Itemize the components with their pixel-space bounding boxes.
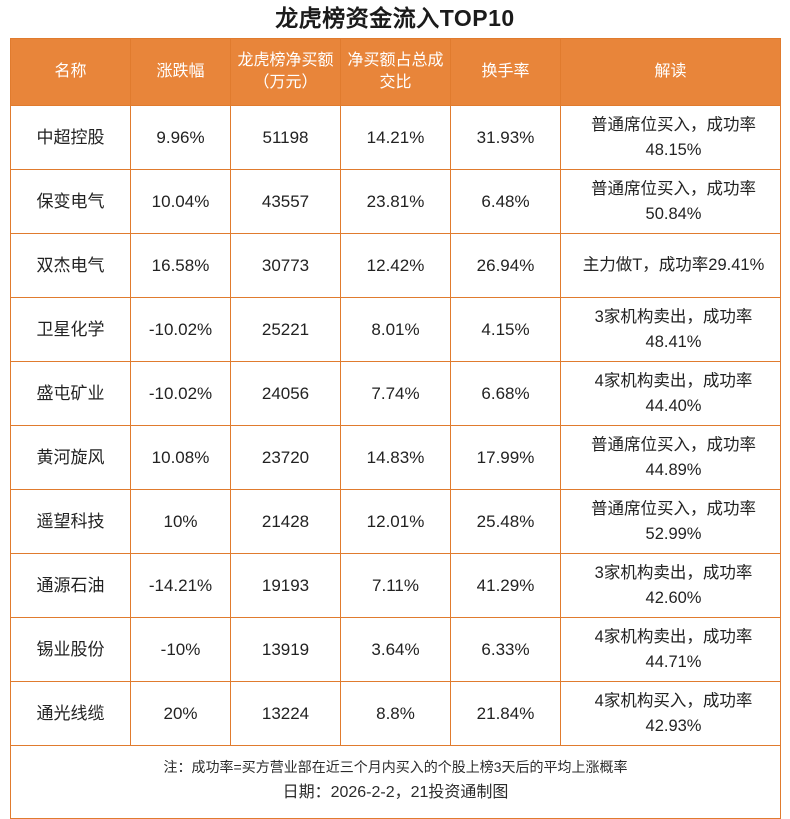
table-row: 遥望科技 10% 21428 12.01% 25.48% 普通席位买入，成功率5… <box>10 489 781 554</box>
cell-net-buy-ratio: 7.74% <box>340 361 451 426</box>
cell-net-buy: 24056 <box>230 361 341 426</box>
cell-change: 9.96% <box>130 105 231 170</box>
cell-name: 黄河旋风 <box>10 425 131 490</box>
page-title: 龙虎榜资金流入TOP10 <box>275 5 515 31</box>
table-body: 中超控股 9.96% 51198 14.21% 31.93% 普通席位买入，成功… <box>10 105 781 746</box>
cell-name: 通源石油 <box>10 553 131 618</box>
cell-note: 主力做T，成功率29.41% <box>560 233 781 298</box>
cell-net-buy: 23720 <box>230 425 341 490</box>
table-row: 中超控股 9.96% 51198 14.21% 31.93% 普通席位买入，成功… <box>10 105 781 170</box>
cell-change: -14.21% <box>130 553 231 618</box>
cell-turnover: 4.15% <box>450 297 561 362</box>
table-row: 双杰电气 16.58% 30773 12.42% 26.94% 主力做T，成功率… <box>10 233 781 298</box>
cell-change: 16.58% <box>130 233 231 298</box>
cell-turnover: 6.48% <box>450 169 561 234</box>
cell-note: 3家机构卖出，成功率48.41% <box>560 297 781 362</box>
cell-net-buy-ratio: 23.81% <box>340 169 451 234</box>
cell-name: 双杰电气 <box>10 233 131 298</box>
cell-name: 通光线缆 <box>10 681 131 746</box>
footer-date: 日期：2026-2-2，21投资通制图 <box>282 784 509 801</box>
cell-net-buy: 30773 <box>230 233 341 298</box>
table-footer: 注：成功率=买方营业部在近三个月内买入的个股上榜3天后的平均上涨概率 日期：20… <box>10 745 781 819</box>
footer-cell: 注：成功率=买方营业部在近三个月内买入的个股上榜3天后的平均上涨概率 日期：20… <box>10 745 781 819</box>
table-header-row: 名称 涨跌幅 龙虎榜净买额（万元） 净买额占总成交比 换手率 解读 <box>10 38 781 106</box>
cell-turnover: 41.29% <box>450 553 561 618</box>
cell-net-buy-ratio: 14.83% <box>340 425 451 490</box>
cell-turnover: 21.84% <box>450 681 561 746</box>
column-header-note: 解读 <box>560 38 781 106</box>
cell-name: 卫星化学 <box>10 297 131 362</box>
cell-turnover: 31.93% <box>450 105 561 170</box>
cell-name: 盛屯矿业 <box>10 361 131 426</box>
cell-change: -10% <box>130 617 231 682</box>
cell-net-buy-ratio: 7.11% <box>340 553 451 618</box>
footer-row: 注：成功率=买方营业部在近三个月内买入的个股上榜3天后的平均上涨概率 日期：20… <box>10 745 781 819</box>
column-header-change: 涨跌幅 <box>130 38 231 106</box>
table-row: 锡业股份 -10% 13919 3.64% 6.33% 4家机构卖出，成功率44… <box>10 617 781 682</box>
cell-net-buy-ratio: 8.8% <box>340 681 451 746</box>
cell-turnover: 6.68% <box>450 361 561 426</box>
cell-change: -10.02% <box>130 361 231 426</box>
cell-name: 遥望科技 <box>10 489 131 554</box>
cell-change: -10.02% <box>130 297 231 362</box>
table-row: 保变电气 10.04% 43557 23.81% 6.48% 普通席位买入，成功… <box>10 169 781 234</box>
cell-net-buy: 13224 <box>230 681 341 746</box>
cell-name: 中超控股 <box>10 105 131 170</box>
cell-net-buy: 19193 <box>230 553 341 618</box>
column-header-net-buy: 龙虎榜净买额（万元） <box>230 38 341 106</box>
cell-net-buy-ratio: 8.01% <box>340 297 451 362</box>
cell-note: 普通席位买入，成功率50.84% <box>560 169 781 234</box>
cell-net-buy: 43557 <box>230 169 341 234</box>
footer-note: 注：成功率=买方营业部在近三个月内买入的个股上榜3天后的平均上涨概率 <box>163 759 628 775</box>
cell-turnover: 6.33% <box>450 617 561 682</box>
table-row: 黄河旋风 10.08% 23720 14.83% 17.99% 普通席位买入，成… <box>10 425 781 490</box>
cell-turnover: 25.48% <box>450 489 561 554</box>
table-row: 通源石油 -14.21% 19193 7.11% 41.29% 3家机构卖出，成… <box>10 553 781 618</box>
cell-note: 普通席位买入，成功率52.99% <box>560 489 781 554</box>
cell-note: 4家机构卖出，成功率44.71% <box>560 617 781 682</box>
cell-change: 10.08% <box>130 425 231 490</box>
cell-net-buy-ratio: 3.64% <box>340 617 451 682</box>
cell-note: 普通席位买入，成功率48.15% <box>560 105 781 170</box>
cell-net-buy: 25221 <box>230 297 341 362</box>
cell-net-buy-ratio: 12.01% <box>340 489 451 554</box>
cell-note: 4家机构卖出，成功率44.40% <box>560 361 781 426</box>
cell-change: 10.04% <box>130 169 231 234</box>
column-header-net-buy-ratio: 净买额占总成交比 <box>340 38 451 106</box>
table-header: 名称 涨跌幅 龙虎榜净买额（万元） 净买额占总成交比 换手率 解读 <box>10 38 781 106</box>
cell-name: 保变电气 <box>10 169 131 234</box>
cell-note: 普通席位买入，成功率44.89% <box>560 425 781 490</box>
cell-net-buy: 13919 <box>230 617 341 682</box>
table-row: 卫星化学 -10.02% 25221 8.01% 4.15% 3家机构卖出，成功… <box>10 297 781 362</box>
cell-turnover: 26.94% <box>450 233 561 298</box>
cell-turnover: 17.99% <box>450 425 561 490</box>
cell-name: 锡业股份 <box>10 617 131 682</box>
cell-net-buy-ratio: 12.42% <box>340 233 451 298</box>
table-row: 盛屯矿业 -10.02% 24056 7.74% 6.68% 4家机构卖出，成功… <box>10 361 781 426</box>
page-root: 龙虎榜资金流入TOP10 名称 涨跌幅 龙虎榜净买额（万元） 净买额占总成交比 … <box>10 5 781 819</box>
cell-change: 10% <box>130 489 231 554</box>
cell-net-buy: 21428 <box>230 489 341 554</box>
cell-note: 4家机构买入，成功率42.93% <box>560 681 781 746</box>
cell-net-buy-ratio: 14.21% <box>340 105 451 170</box>
column-header-turnover: 换手率 <box>450 38 561 106</box>
cell-change: 20% <box>130 681 231 746</box>
ranking-table: 名称 涨跌幅 龙虎榜净买额（万元） 净买额占总成交比 换手率 解读 中超控股 9… <box>10 38 781 819</box>
column-header-name: 名称 <box>10 38 131 106</box>
cell-note: 3家机构卖出，成功率42.60% <box>560 553 781 618</box>
table-row: 通光线缆 20% 13224 8.8% 21.84% 4家机构买入，成功率42.… <box>10 681 781 746</box>
cell-net-buy: 51198 <box>230 105 341 170</box>
